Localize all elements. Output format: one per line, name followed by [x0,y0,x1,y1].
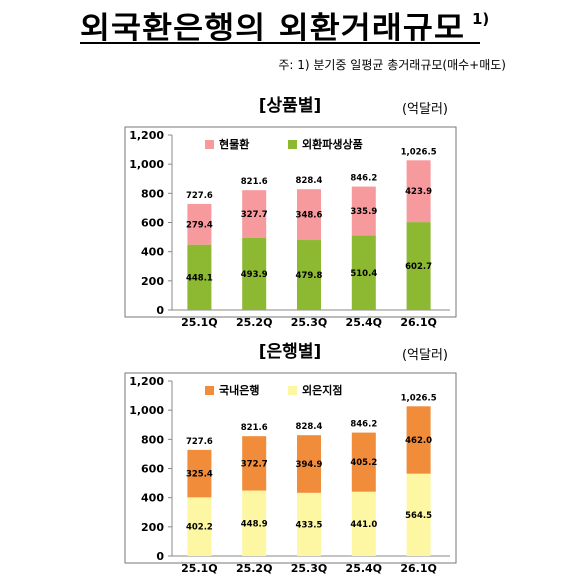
y-tick-label: 1,200 [129,375,164,388]
y-tick-label: 600 [141,463,164,476]
data-label: 462.0 [405,436,432,446]
data-label: 602.7 [405,262,432,272]
y-tick-label: 600 [141,217,164,230]
chart-header: [상품별] [259,96,321,116]
data-label: 423.9 [405,187,432,197]
bar-segment [351,432,376,492]
legend-swatch [288,386,297,395]
bar-segment [242,490,267,556]
x-tick-label: 25.2Q [236,316,273,329]
footnote: 주: 1) 분기중 일평균 총거래규모(매수+매도) [278,58,506,72]
legend-swatch [205,140,214,149]
bar-segment [406,222,431,310]
bar-segment [187,449,212,498]
y-tick-label: 0 [156,550,164,563]
total-label: 828.4 [296,176,323,186]
title-underline [80,42,480,44]
data-label: 479.8 [296,271,323,281]
x-tick-label: 26.1Q [400,562,437,575]
plot-frame [124,372,457,564]
data-label: 348.6 [296,211,323,221]
y-tick-label: 1,000 [129,404,164,417]
data-label: 405.2 [350,458,377,468]
legend-swatch [205,386,214,395]
bar-segment [406,406,431,474]
y-tick-label: 200 [141,275,164,288]
y-tick-label: 800 [141,433,164,446]
plot-frame [124,126,457,318]
legend-label: 외환파생상품 [302,137,363,151]
product-chart: [상품별] (억달러) 0 200 400 600 800 1,000 1,200 448.1 27… [124,96,457,329]
data-label: 327.7 [241,210,268,220]
data-label: 394.9 [296,460,323,470]
data-label: 335.9 [350,207,377,217]
total-label: 821.6 [241,423,268,433]
chart-unit: (억달러) [402,102,448,117]
page-title-superscript: 1) [472,10,489,28]
bar-segment [351,235,376,310]
legend-label: 현물환 [219,137,249,151]
y-tick-label: 1,200 [129,129,164,142]
x-tick-label: 25.4Q [346,562,383,575]
total-label: 846.2 [350,174,377,184]
data-label: 433.5 [296,520,323,530]
bar-segment [242,436,267,491]
page-title-text: 외국환은행의 외환거래규모 [80,11,465,44]
legend-label: 외은지점 [302,383,342,397]
x-tick-label: 25.4Q [346,316,383,329]
bar-segment [351,186,376,236]
bar-segment [297,240,321,310]
total-label: 1,026.5 [401,147,437,157]
y-tick-label: 200 [141,521,164,534]
bar-segment [406,160,431,223]
data-label: 279.4 [186,220,213,230]
bar-segment [297,435,321,493]
legend-swatch [288,140,297,149]
bar-segment [297,492,321,556]
total-label: 821.6 [241,177,268,187]
x-tick-label: 25.1Q [181,316,218,329]
data-label: 372.7 [241,459,268,469]
y-tick-label: 1,000 [129,158,164,171]
y-tick-label: 0 [156,304,164,317]
data-label: 510.4 [350,269,377,279]
bar-segment [351,491,376,556]
data-label: 448.9 [241,519,268,529]
chart-unit: (억달러) [402,348,448,363]
x-tick-label: 26.1Q [400,316,437,329]
bar-segment [242,190,267,238]
legend-label: 국내은행 [219,383,259,397]
y-tick-label: 400 [141,492,164,505]
total-label: 1,026.5 [401,393,437,403]
page-title: 외국환은행의 외환거래규모 1) [70,4,510,46]
page-title-svg: 외국환은행의 외환거래규모 1) [80,10,489,46]
y-tick-label: 800 [141,187,164,200]
x-tick-label: 25.2Q [236,562,273,575]
x-tick-label: 25.1Q [181,562,218,575]
bar-segment [297,189,321,241]
bar-segment [187,244,212,310]
bar-segment [187,203,212,245]
x-tick-label: 25.3Q [291,316,328,329]
y-tick-label: 400 [141,246,164,259]
data-label: 564.5 [405,511,432,521]
bank-chart: [은행별] (억달러) 0 200 400 600 800 1,000 1,200 402.2 32… [124,342,457,575]
data-label: 402.2 [186,523,213,533]
data-label: 493.9 [241,270,268,280]
total-label: 727.6 [186,191,213,201]
bar-segment [242,237,267,310]
data-label: 448.1 [186,273,213,283]
total-label: 846.2 [350,420,377,430]
total-label: 727.6 [186,437,213,447]
data-label: 325.4 [186,470,213,480]
x-tick-label: 25.3Q [291,562,328,575]
bar-segment [187,497,212,556]
data-label: 441.0 [350,520,377,530]
total-label: 828.4 [296,422,323,432]
bar-segment [406,473,431,556]
chart-header: [은행별] [259,342,321,362]
